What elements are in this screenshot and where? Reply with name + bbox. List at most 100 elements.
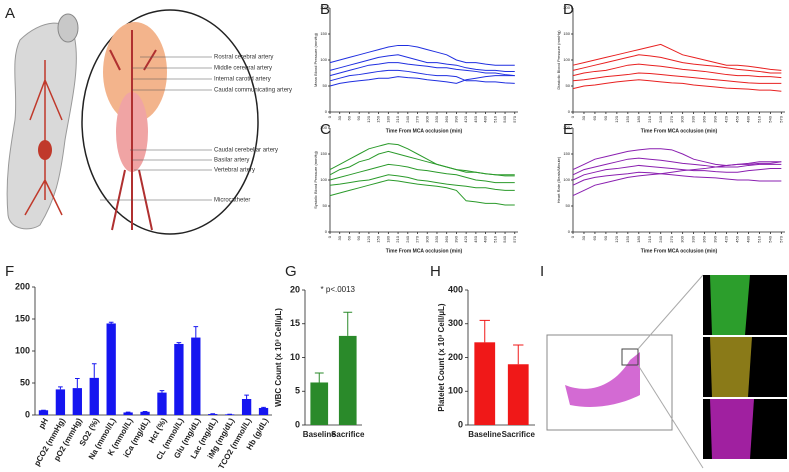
- bar: [123, 412, 133, 415]
- x-tick-label: 330: [434, 235, 439, 242]
- x-tick-label: 360: [702, 115, 707, 122]
- x-tick-label: 210: [647, 115, 652, 122]
- x-tick-label: 270: [415, 115, 420, 122]
- x-tick-label: 420: [463, 235, 468, 242]
- error-bar: [513, 344, 524, 365]
- x-tick-label: 270: [669, 115, 674, 122]
- x-tick-label: 330: [691, 115, 696, 122]
- y-tick-label: 50: [566, 83, 571, 88]
- diagram-label: Caudal cerebellar artery: [214, 148, 278, 154]
- y-axis-label: Systolic Blood Pressure (mmHg): [313, 150, 318, 208]
- x-tick-label: 360: [444, 235, 449, 242]
- series-line: [329, 54, 515, 72]
- y-tick-label: 150: [563, 151, 570, 156]
- x-tick-label: 30: [581, 115, 586, 120]
- diagram-labels: Rostral cerebral artery Middle cerebral a…: [100, 55, 292, 204]
- y-tick-label: 100: [563, 57, 570, 62]
- zoom-line: [637, 364, 704, 469]
- series-line: [329, 62, 515, 77]
- x-tick-label: 570: [512, 235, 517, 242]
- x-tick-label: 390: [713, 115, 718, 122]
- panel-letter: A: [5, 5, 15, 22]
- panel-letter: C: [320, 121, 331, 138]
- x-tick-label: 0: [327, 235, 332, 238]
- y-tick-label: 200: [15, 281, 30, 291]
- error-bar: [479, 319, 490, 343]
- x-tick-label: 450: [735, 115, 740, 122]
- y-tick-label: 0: [325, 109, 328, 114]
- x-tick-label: 120: [614, 115, 619, 122]
- y-axis-label: Diastolic Blood Pressure (mmHg): [556, 30, 561, 90]
- x-axis-label: Time From MCA occlusion (min): [641, 248, 718, 254]
- x-tick-label: 180: [385, 235, 390, 242]
- x-tick-label: 330: [691, 235, 696, 242]
- x-tick-label: 0: [570, 115, 575, 118]
- x-axis-label: Time From MCA occlusion (min): [641, 128, 718, 134]
- x-tick-label: Baseline: [468, 430, 501, 439]
- x-tick-label: 240: [658, 235, 663, 242]
- x-tick-label: Baseline: [303, 430, 336, 439]
- x-tick-label: 510: [492, 115, 497, 122]
- panel-letter: H: [430, 263, 441, 280]
- y-axis-label: Heart Rate (Beats/Minute): [556, 156, 561, 203]
- x-tick-label: 570: [512, 115, 517, 122]
- y-tick-label: 200: [563, 5, 570, 10]
- y-tick-label: 0: [568, 109, 571, 114]
- x-tick-label: Sacrifice: [331, 430, 365, 439]
- x-tick-label: 480: [746, 115, 751, 122]
- series-line: [329, 179, 515, 206]
- series-line: [329, 69, 515, 84]
- panel-letter: E: [563, 121, 573, 138]
- diagram-label: Microcatheter: [214, 198, 250, 204]
- x-tick-label: 60: [347, 235, 352, 240]
- bar: [106, 323, 116, 415]
- x-tick-label: 90: [603, 115, 608, 120]
- zoom-line: [637, 274, 704, 350]
- x-tick-label: 180: [636, 235, 641, 242]
- x-tick-label: 450: [473, 115, 478, 122]
- histology: [546, 274, 787, 469]
- heart: [38, 140, 52, 160]
- diagram-label: Internal carotid artery: [214, 77, 271, 83]
- error-bar: [58, 386, 63, 390]
- series-line: [572, 63, 782, 79]
- series-line: [572, 148, 782, 171]
- panel-letter: B: [320, 1, 330, 18]
- x-tick-label: 360: [702, 235, 707, 242]
- bar: [38, 410, 49, 415]
- diagram-label: Caudal communicating artery: [214, 88, 292, 94]
- x-tick-label: 540: [502, 235, 507, 242]
- brain: [103, 22, 167, 122]
- y-tick-label: 100: [320, 57, 327, 62]
- series-line: [572, 157, 782, 176]
- x-tick-label: 240: [405, 115, 410, 122]
- x-tick-label: 120: [614, 235, 619, 242]
- error-bar: [108, 321, 114, 324]
- series-line: [572, 79, 782, 92]
- x-axis-label: Time From MCA occlusion (min): [386, 128, 463, 134]
- panel-letter: G: [285, 263, 297, 280]
- panel-letter: I: [540, 263, 544, 280]
- x-tick-label: 270: [669, 235, 674, 242]
- zoom-box: [621, 348, 639, 366]
- x-tick-label: 510: [756, 235, 761, 242]
- x-tick-label: 330: [434, 115, 439, 122]
- arteries: [109, 30, 157, 231]
- x-tick-label: 210: [395, 115, 400, 122]
- illustration: [6, 9, 259, 235]
- error-bar: [91, 363, 97, 378]
- x-tick-label: pH: [37, 416, 50, 430]
- bar: [310, 382, 329, 425]
- x-tick-label: 240: [405, 235, 410, 242]
- x-tick-label: 60: [592, 115, 597, 120]
- error-bar: [343, 311, 353, 336]
- y-tick-label: 50: [323, 203, 328, 208]
- y-tick-label: 0: [325, 229, 328, 234]
- y-tick-label: 50: [566, 203, 571, 208]
- x-tick-label: 360: [444, 115, 449, 122]
- error-bar: [176, 342, 182, 344]
- y-tick-label: 200: [320, 125, 327, 130]
- x-tick-label: 570: [778, 235, 783, 242]
- diagram-label: Rostral cerebral artery: [214, 55, 273, 61]
- x-tick-label: 60: [592, 235, 597, 240]
